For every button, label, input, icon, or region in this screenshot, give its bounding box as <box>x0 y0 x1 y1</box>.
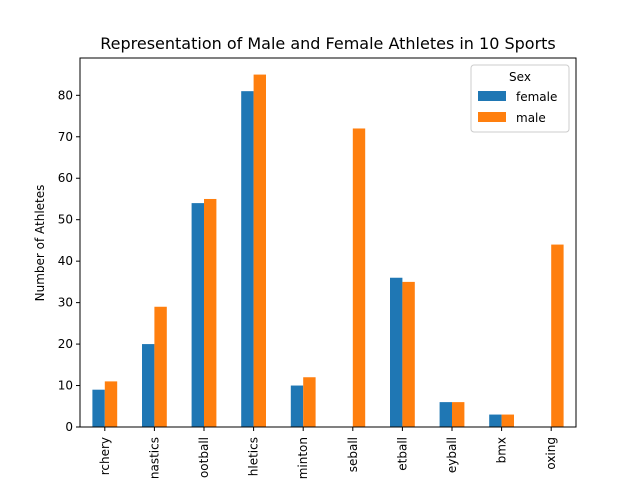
legend-title: Sex <box>509 70 531 84</box>
legend-swatch-male <box>478 112 506 122</box>
bar-female-4 <box>290 385 304 427</box>
y-tick-label-5: 50 <box>58 213 73 227</box>
x-tick-label-6: etball <box>395 437 409 471</box>
y-tick-label-8: 80 <box>58 88 73 102</box>
bar-female-6 <box>390 277 403 427</box>
bar-male-1 <box>154 306 167 427</box>
bar-male-3 <box>253 74 266 427</box>
y-tick-label-6: 60 <box>58 171 73 185</box>
bar-female-7 <box>439 402 452 427</box>
bar-male-2 <box>204 198 217 427</box>
y-tick-label-7: 70 <box>58 130 73 144</box>
y-tick-label-4: 40 <box>58 254 73 268</box>
x-tick-label-2: ootball <box>197 437 211 478</box>
y-tick-label-2: 20 <box>58 337 73 351</box>
bars-group <box>92 74 564 428</box>
y-axis-label: Number of Athletes <box>33 185 47 302</box>
x-tick-label-4: minton <box>296 437 310 479</box>
x-tick-label-1: nastics <box>147 437 161 479</box>
chart-title: Representation of Male and Female Athlet… <box>100 34 556 53</box>
x-tick-label-7: eyball <box>445 437 459 473</box>
bar-male-5 <box>352 128 366 428</box>
y-ticks-group: 0 10 20 30 40 50 60 70 80 <box>58 88 80 434</box>
y-tick-label-1: 10 <box>58 379 73 393</box>
legend-swatch-female <box>478 91 506 101</box>
legend: Sex female male <box>470 64 570 133</box>
x-tick-label-3: hletics <box>247 437 261 476</box>
bar-female-1 <box>142 344 155 427</box>
plot-frame <box>79 57 577 428</box>
x-tick-label-5: seball <box>346 437 360 472</box>
legend-label-male: male <box>516 111 546 125</box>
bar-female-8 <box>489 414 502 427</box>
bar-female-3 <box>241 91 254 428</box>
bar-male-8 <box>501 414 514 427</box>
bar-male-9 <box>551 244 564 427</box>
x-tick-label-0: rchery <box>98 437 112 475</box>
y-tick-label-0: 0 <box>65 420 73 434</box>
bar-male-4 <box>303 377 316 427</box>
bar-female-2 <box>191 203 204 427</box>
y-tick-label-3: 30 <box>58 296 73 310</box>
bar-male-0 <box>104 381 118 427</box>
bar-male-7 <box>452 402 465 427</box>
x-tick-label-8: bmx <box>495 437 509 463</box>
x-tick-label-9: oxing <box>544 437 558 470</box>
x-ticks-group: rchery nastics ootball hletics minton seball e… <box>98 427 558 479</box>
legend-label-female: female <box>516 90 557 104</box>
bar-male-6 <box>402 281 415 427</box>
bar-female-0 <box>92 389 105 427</box>
